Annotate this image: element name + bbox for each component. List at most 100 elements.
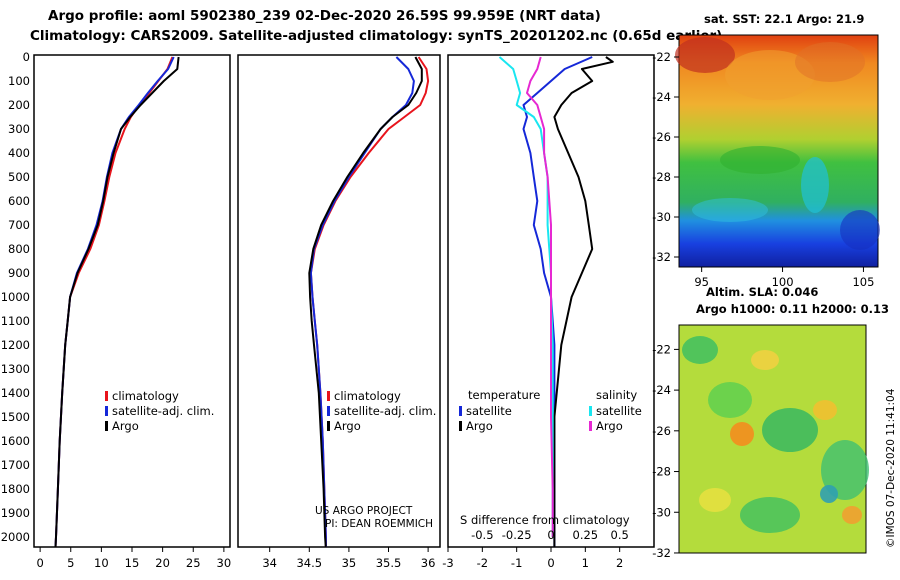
- depth-tick-label: 1400: [1, 386, 30, 400]
- y-tick-label: -28: [652, 465, 671, 479]
- depth-tick-label: 1700: [1, 458, 30, 472]
- header-line-1: Argo profile: aoml 5902380_239 02-Dec-20…: [48, 8, 601, 24]
- legend-swatch-satellite: [327, 406, 330, 416]
- series-line-satellite-adj-clim-: [309, 56, 415, 547]
- x-tick-label: 35.5: [376, 556, 402, 570]
- legend-swatch-argo: [105, 421, 108, 431]
- salinity-series: [308, 56, 430, 547]
- y-tick-label: -32: [652, 250, 671, 264]
- sst-map-features: [675, 37, 880, 250]
- temperature-panel-frame: [33, 54, 231, 548]
- x-tick-label: 34: [262, 556, 277, 570]
- difference-legend: temperature salinity satellite Argo sate…: [459, 388, 642, 433]
- y-tick-label: -24: [652, 383, 671, 397]
- x-tick-label: 15: [125, 556, 140, 570]
- depth-tick-label: 1800: [1, 482, 30, 496]
- sst-map-y-ticks: -22 -24 -26 -28 -30 -32: [652, 50, 679, 264]
- depth-tick-label: 100: [8, 74, 30, 88]
- legend-temperature-title: temperature: [468, 388, 540, 402]
- x-tick-label: 2: [616, 556, 623, 570]
- series-line-satellite-adj-clim-: [54, 56, 175, 547]
- x-tick-label: 10: [94, 556, 109, 570]
- legend-swatch-climatology: [327, 391, 330, 401]
- salinity-panel-frame: [237, 54, 441, 548]
- difference-top-ticks: -0.5 -0.25 0 0.25 0.5: [471, 528, 629, 542]
- x-tick-label: 5: [67, 556, 74, 570]
- difference-x-ticks: -3 -2 -1 0 1 2: [442, 547, 623, 570]
- x-tick-label: -2: [477, 556, 488, 570]
- x-tick-label: 0: [36, 556, 43, 570]
- altim-map-subtitle: Argo h1000: 0.11 h2000: 0.13: [696, 302, 889, 316]
- x-tick-label: 100: [772, 275, 794, 289]
- x-tick-label: 34.5: [296, 556, 322, 570]
- legend-argo: Argo: [112, 419, 139, 433]
- x-tick-label: 36: [421, 556, 436, 570]
- temperature-x-ticks: 0 5 10 15 20 25 30: [36, 547, 231, 570]
- depth-tick-label: 1000: [1, 290, 30, 304]
- depth-tick-label: 1300: [1, 362, 30, 376]
- depth-tick-label: 0: [23, 50, 30, 64]
- legend-salinity-title: salinity: [596, 388, 637, 402]
- header-line-2: Climatology: CARS2009. Satellite-adjuste…: [30, 28, 722, 44]
- series-line-argo: [54, 56, 180, 547]
- legend-sal-argo: Argo: [596, 419, 623, 433]
- legend-temp-satellite: satellite: [466, 404, 512, 418]
- legend-swatch-argo: [327, 421, 330, 431]
- depth-tick-label: 1500: [1, 410, 30, 424]
- depth-tick-label: 400: [8, 146, 30, 160]
- imos-stamp: ©IMOS 07-Dec-2020 11:41:04: [885, 388, 897, 548]
- y-tick-label: -24: [652, 90, 671, 104]
- y-tick-label: -22: [652, 50, 671, 64]
- legend-swatch-sal-argo: [589, 421, 592, 431]
- pi-credit: PI: DEAN ROEMMICH: [325, 518, 433, 530]
- depth-tick-label: 600: [8, 194, 30, 208]
- sst-map-title: sat. SST: 22.1 Argo: 21.9: [704, 12, 864, 26]
- depth-tick-label: 800: [8, 242, 30, 256]
- depth-tick-label: 1200: [1, 338, 30, 352]
- legend-swatch-climatology: [105, 391, 108, 401]
- altim-map-features: [682, 336, 869, 533]
- difference-series: [498, 56, 614, 547]
- y-tick-label: -28: [652, 170, 671, 184]
- x-tick-label: -1: [511, 556, 522, 570]
- difference-xlabel: S difference from climatology: [460, 513, 630, 527]
- top-tick-label: -0.5: [471, 528, 493, 542]
- y-tick-label: -22: [652, 342, 671, 356]
- depth-tick-label: 1900: [1, 506, 30, 520]
- depth-tick-label: 200: [8, 98, 30, 112]
- y-tick-label: -30: [652, 210, 671, 224]
- legend-swatch-sal-satellite: [589, 406, 592, 416]
- series-line-temperature-argo: [553, 56, 614, 547]
- legend-swatch-temp-argo: [459, 421, 462, 431]
- series-line-argo: [308, 56, 423, 547]
- depth-tick-label: 500: [8, 170, 30, 184]
- legend-temp-argo: Argo: [466, 419, 493, 433]
- legend-climatology: climatology: [334, 389, 401, 403]
- altim-map-y-ticks: -22 -24 -26 -28 -30 -32: [652, 342, 679, 560]
- salinity-legend: climatology satellite-adj. clim. Argo: [327, 389, 436, 433]
- x-tick-label: 25: [186, 556, 201, 570]
- depth-tick-label: 2000: [1, 530, 30, 544]
- y-tick-label: -32: [652, 546, 671, 560]
- top-tick-label: 0.25: [573, 528, 599, 542]
- x-tick-label: 95: [694, 275, 709, 289]
- y-tick-label: -26: [652, 130, 671, 144]
- depth-axis-labels: 0 100 200 300 400 500 600 700 800 900 1000 1100 1200…: [1, 50, 30, 544]
- series-line-salinity-argo: [526, 56, 554, 537]
- x-tick-label: 20: [155, 556, 170, 570]
- top-tick-label: 0.5: [611, 528, 629, 542]
- series-line-climatology: [54, 56, 174, 547]
- legend-satellite: satellite-adj. clim.: [112, 404, 214, 418]
- depth-tick-label: 300: [8, 122, 30, 136]
- x-tick-label: 0: [547, 556, 554, 570]
- legend-swatch-satellite: [105, 406, 108, 416]
- x-tick-label: 1: [582, 556, 589, 570]
- legend-sal-satellite: satellite: [596, 404, 642, 418]
- x-tick-label: 30: [217, 556, 232, 570]
- top-tick-label: -0.25: [502, 528, 532, 542]
- depth-tick-label: 700: [8, 218, 30, 232]
- legend-satellite: satellite-adj. clim.: [334, 404, 436, 418]
- x-tick-label: 105: [852, 275, 874, 289]
- top-tick-label: 0: [547, 528, 554, 542]
